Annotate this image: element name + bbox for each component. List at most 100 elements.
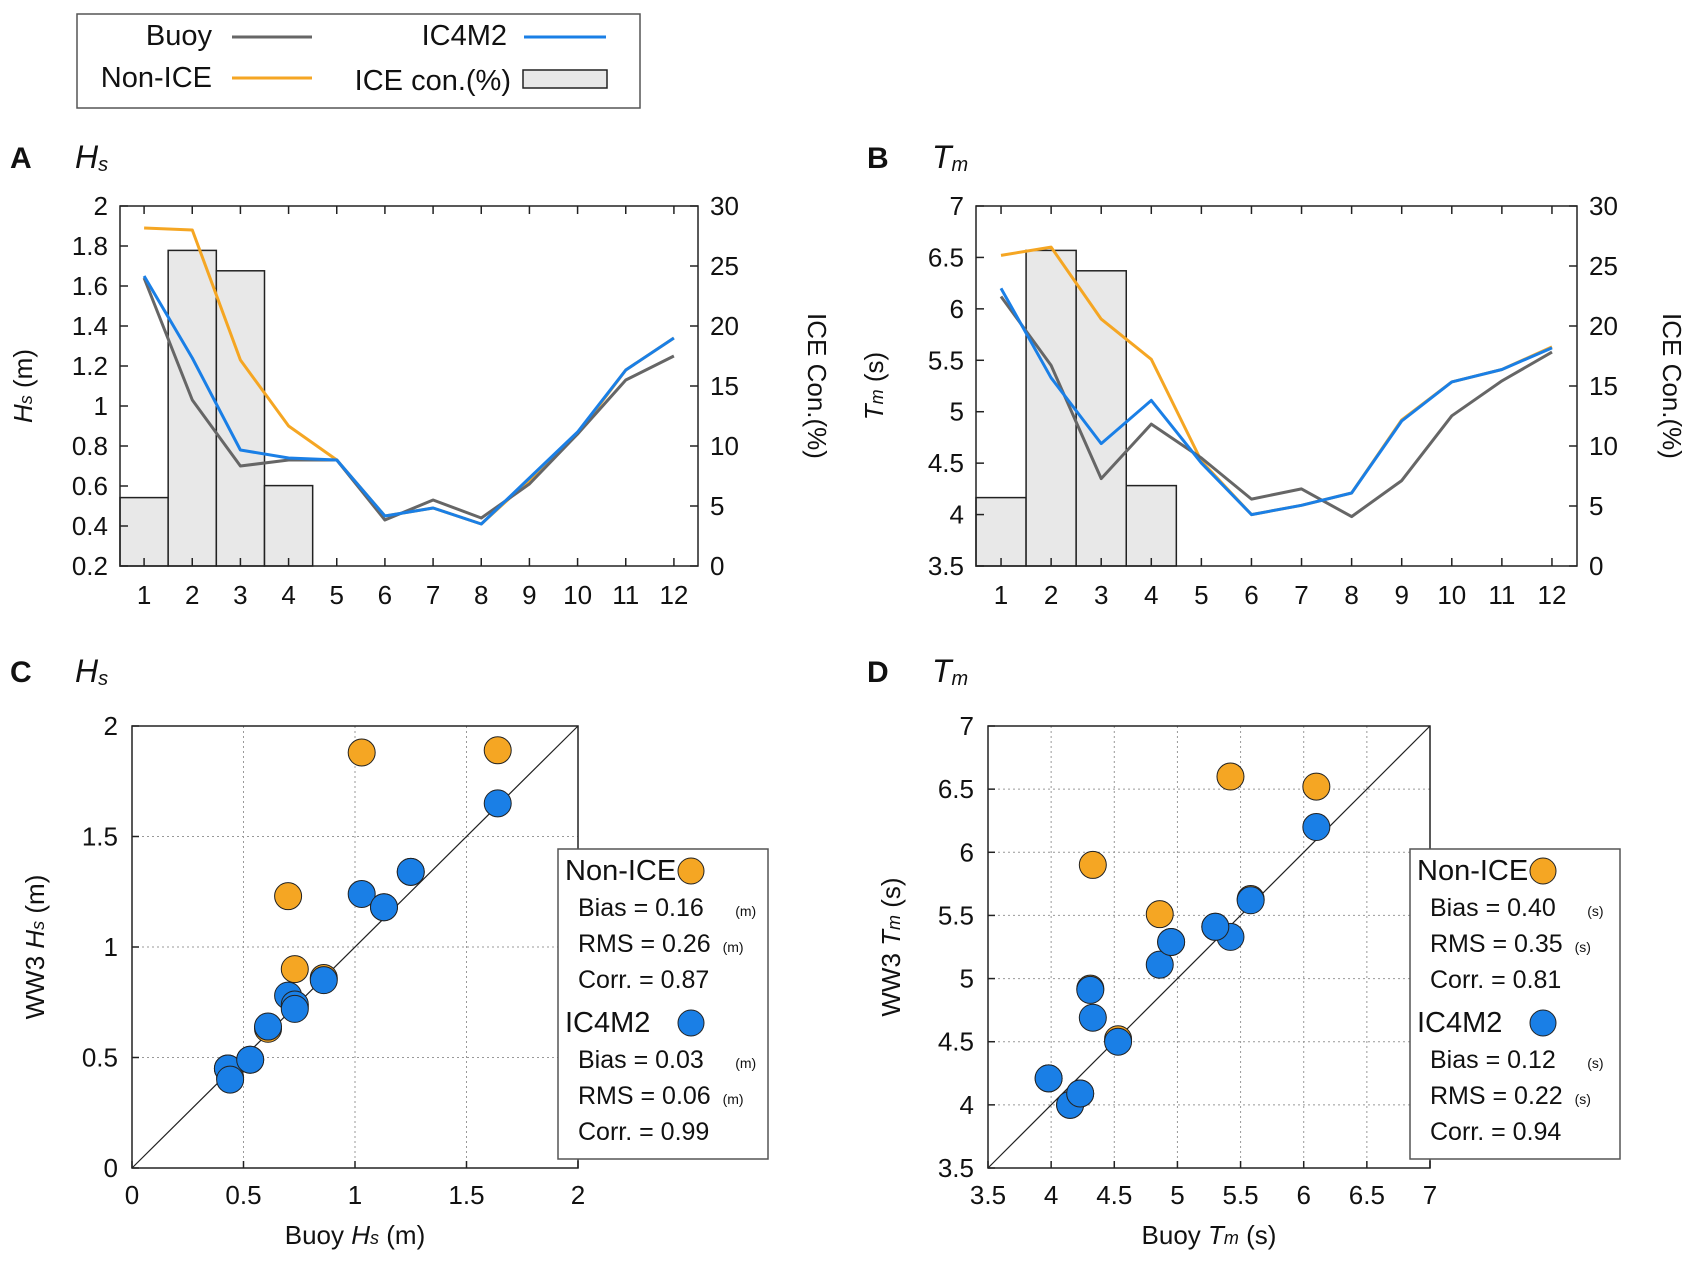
y-tick-label: 0.4 [72,511,108,541]
x-axis-label: Buoy Hs (m) [285,1220,425,1250]
point-ic4m2 [280,994,309,1023]
y-tick-label: 2 [94,191,108,221]
stats-ic4m2-unit: (s) [1587,1055,1603,1071]
y-tick-label: 6 [950,294,964,324]
x-tick-label: 4 [1144,580,1158,610]
y2-tick-label: 20 [710,311,739,341]
y-tick-label: 3.5 [928,551,964,581]
y2-tick-label: 30 [710,191,739,221]
point-nonice [280,955,309,984]
y2-tick-label: 5 [710,491,724,521]
point-ic4m2 [309,966,338,995]
legend-buoy-label: Buoy [146,20,213,52]
series-line-ic4m2 [999,287,1553,517]
point-ic4m2 [483,789,512,818]
y2-tick-label: 25 [1589,251,1618,281]
stats-nonice-name: Non-ICE [565,855,676,887]
x-axis-label: Buoy Tm (s) [1142,1220,1277,1250]
stats-ic4m2-unit: (m) [723,1091,744,1107]
y-axis-label: Tm (s) [859,352,889,420]
stats-box [1409,848,1621,1160]
y2-tick-label: 20 [1589,311,1618,341]
y-tick-label: 1 [94,391,108,421]
stats-nonice-line: RMS = 0.35 [1430,930,1563,958]
stats-ic4m2-line: Bias = 0.12 [1430,1046,1556,1074]
x-tick-label: 10 [1437,580,1466,610]
stats-ic4m2-marker [677,1009,705,1037]
y2-tick-label: 15 [1589,371,1618,401]
point-nonice [1302,772,1331,801]
point-ic4m2 [1078,1003,1107,1032]
y-tick-label: 0.2 [72,551,108,581]
stats-ic4m2-unit: (s) [1575,1091,1591,1107]
stats-nonice-unit: (s) [1587,903,1603,919]
y-axis-label: Hs (m) [8,349,38,423]
ice-bar [1025,249,1077,567]
y-tick-label: 5.5 [938,900,974,930]
x-tick-label: 8 [474,580,488,610]
y2-tick-label: 0 [1589,551,1603,581]
panel-b-label: B [867,142,889,175]
point-ic4m2 [216,1065,245,1094]
stats-nonice-line: Corr. = 0.81 [1430,966,1561,994]
point-nonice [483,736,512,765]
stats-ic4m2-line: RMS = 0.06 [578,1082,711,1110]
point-nonice [274,882,303,911]
x-tick-label: 6 [1296,1180,1310,1210]
y-tick-label: 0.6 [72,471,108,501]
chart-c: 0 0.5 1 1.5 2 0 0.5 1 1.5 2 Non-ICE Bias = 0.16 (m) R… [20,711,769,1250]
point-ic4m2 [1076,975,1105,1004]
point-ic4m2 [1066,1079,1095,1108]
legend-ice-swatch [522,69,608,89]
point-nonice [347,738,376,767]
ice-bar [1125,484,1178,567]
point-ic4m2 [1302,813,1331,842]
y2-axis-label: ICE Con.(%) [1657,313,1683,459]
y-tick-label: 2 [104,711,118,741]
y-tick-label: 1 [104,932,118,962]
y-tick-label: 5.5 [928,345,964,375]
stats-nonice-marker [677,857,705,885]
y-tick-label: 1.6 [72,271,108,301]
point-ic4m2 [396,857,425,886]
point-ic4m2 [1104,1027,1133,1056]
x-tick-label: 5 [1194,580,1208,610]
stats-nonice-marker [1529,857,1557,885]
stats-nonice-line: Bias = 0.16 [578,894,704,922]
panel-d-label: D [867,656,889,689]
x-tick-label: 1 [994,580,1008,610]
stats-nonice-unit: (m) [723,939,744,955]
series-line-buoy [999,295,1553,519]
one-to-one-line [987,725,1431,1169]
stats-nonice-line: Bias = 0.40 [1430,894,1556,922]
ice-bar [167,249,218,567]
x-tick-label: 6 [378,580,392,610]
x-tick-label: 10 [563,580,592,610]
point-ic4m2 [254,1012,283,1041]
x-tick-label: 7 [1294,580,1308,610]
y-tick-label: 0.8 [72,431,108,461]
y2-tick-label: 0 [710,551,724,581]
stats-nonice-unit: (s) [1575,939,1591,955]
panel-a-label: A [10,142,32,175]
stats-ic4m2-marker [1529,1009,1557,1037]
panel-a-title: Hs [75,139,108,176]
x-tick-label: 9 [522,580,536,610]
x-tick-label: 6.5 [1349,1180,1385,1210]
x-tick-label: 4 [281,580,295,610]
point-ic4m2 [1034,1064,1063,1093]
x-tick-label: 0 [125,1180,139,1210]
x-tick-label: 1 [137,580,151,610]
x-tick-label: 0.5 [225,1180,261,1210]
y-tick-label: 0 [104,1153,118,1183]
x-tick-label: 2 [1044,580,1058,610]
point-ic4m2 [236,1045,265,1074]
x-tick-label: 5 [1170,1180,1184,1210]
x-tick-label: 6 [1244,580,1258,610]
y-tick-label: 6.5 [928,242,964,272]
y2-tick-label: 15 [710,371,739,401]
point-ic4m2 [1201,912,1230,941]
y-tick-label: 5 [960,964,974,994]
y2-tick-label: 10 [1589,431,1618,461]
